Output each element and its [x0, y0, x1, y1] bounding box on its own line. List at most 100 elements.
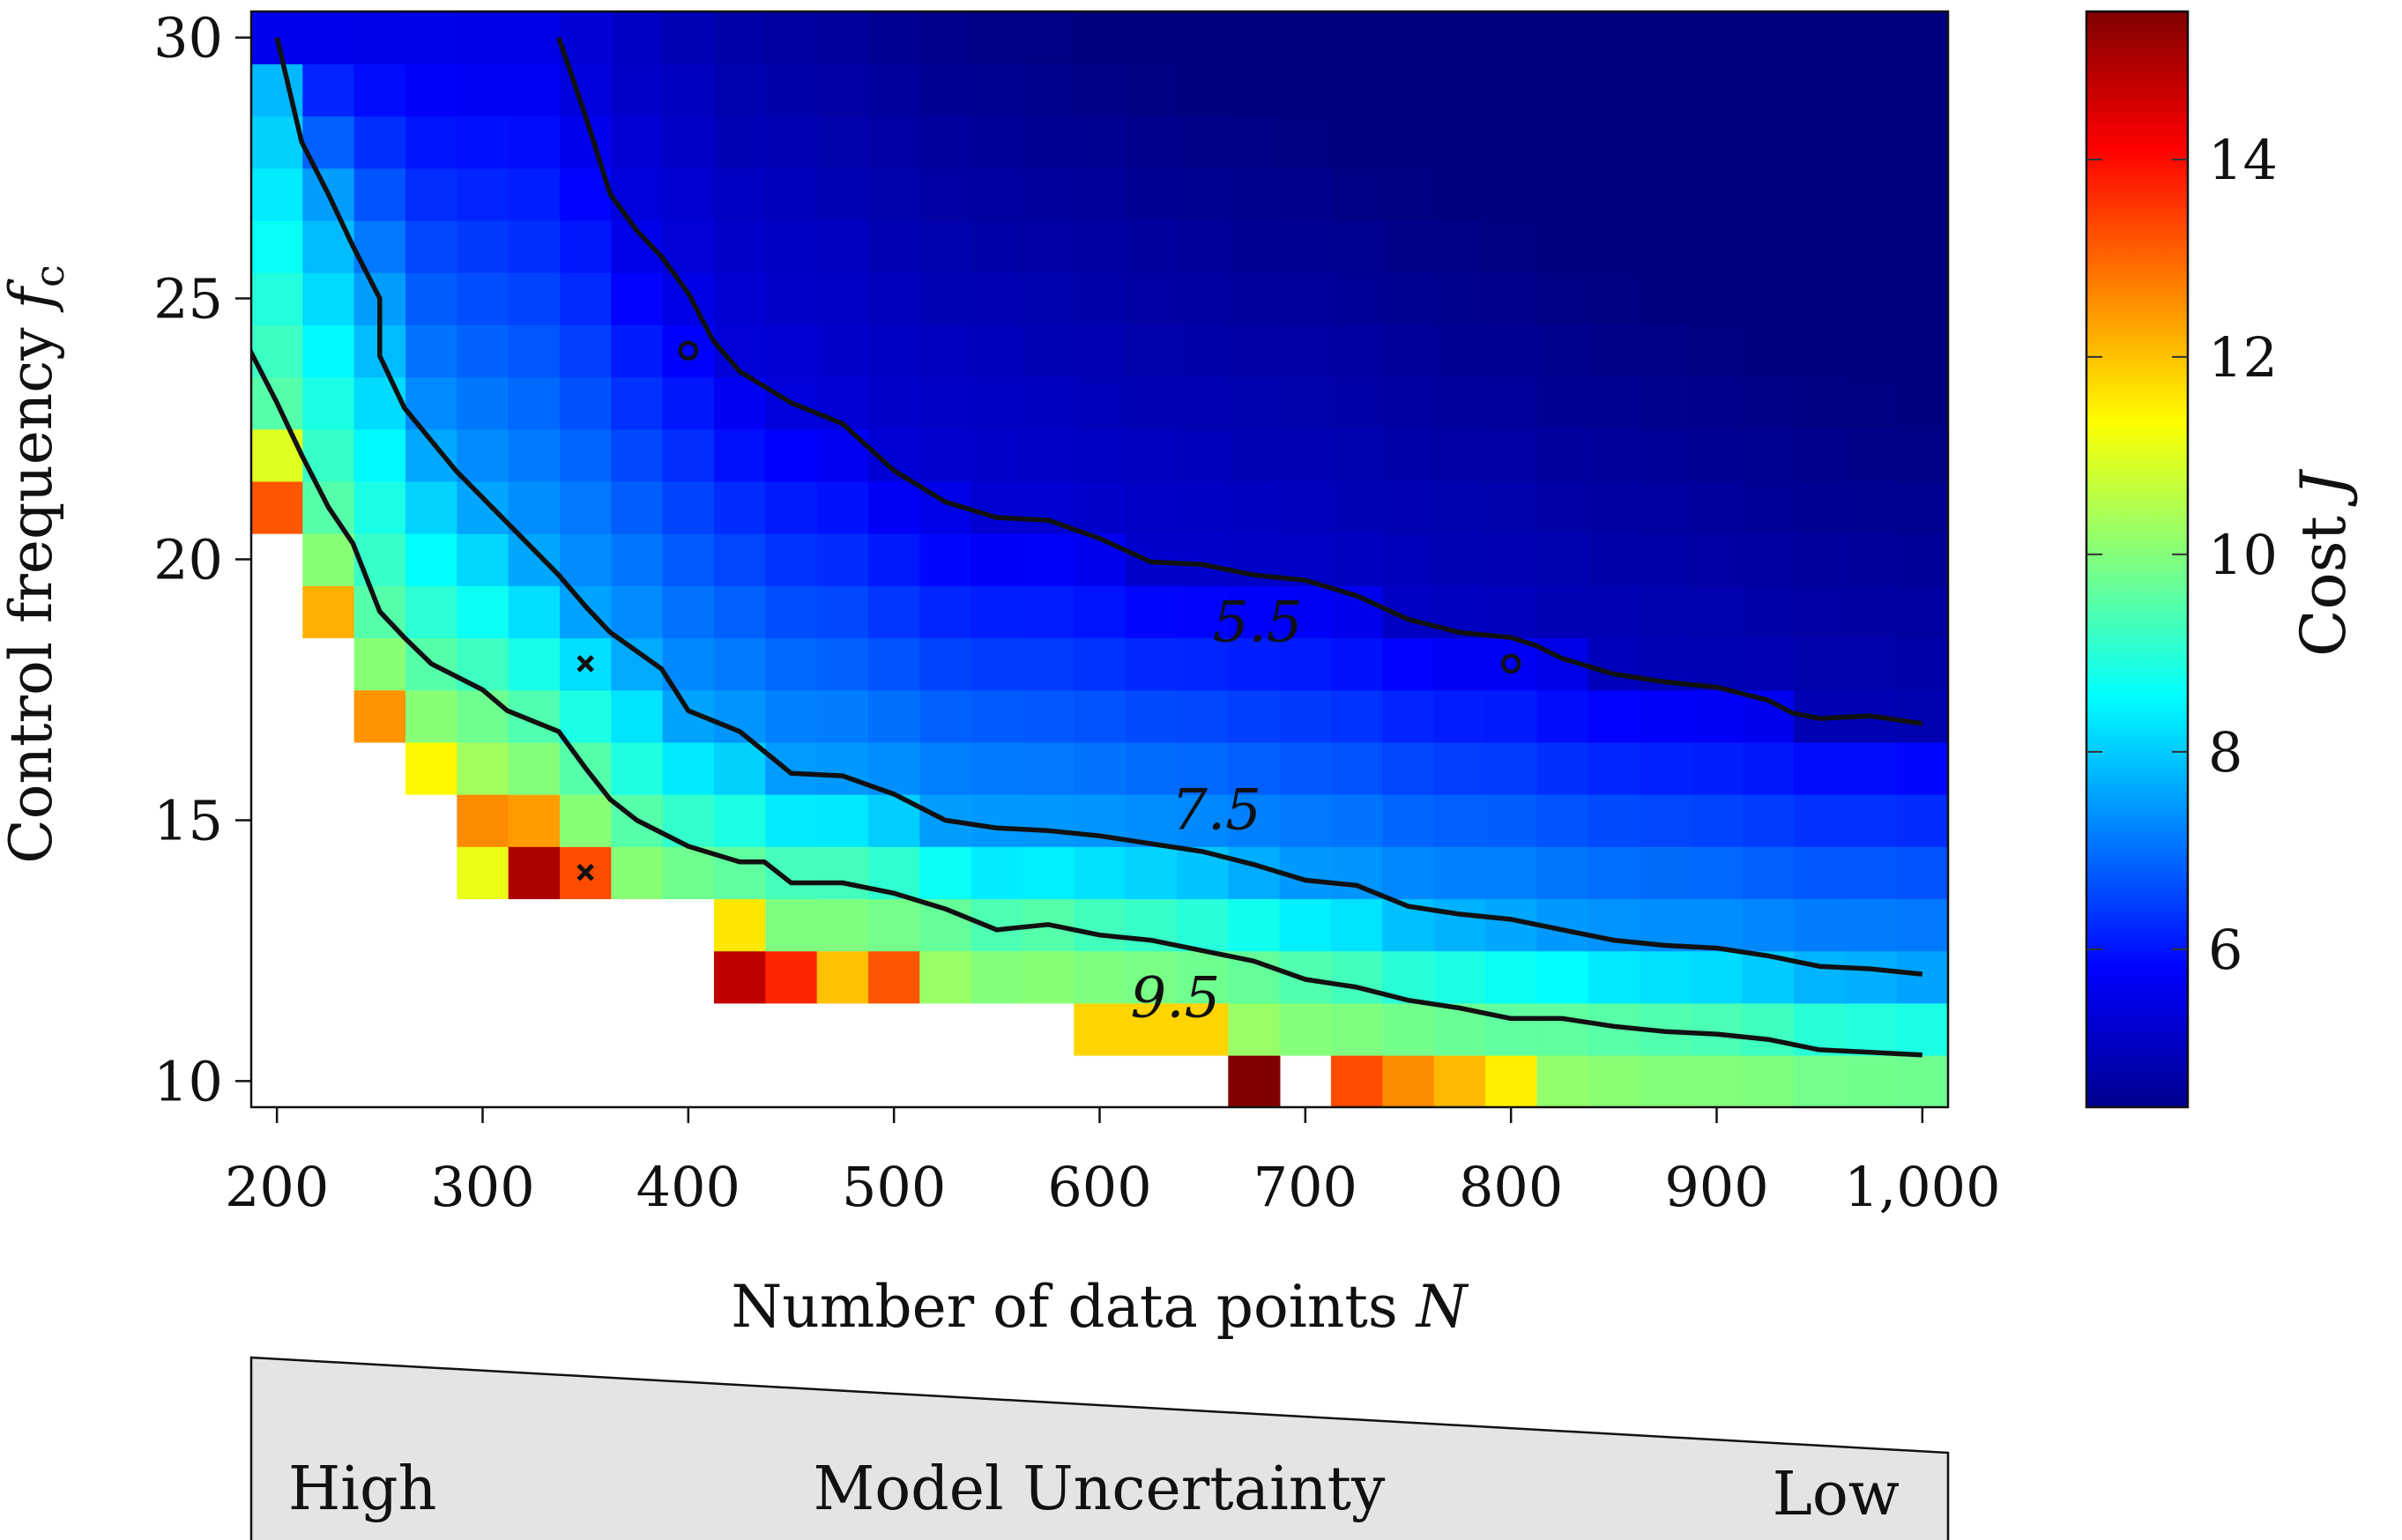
heatmap-cell — [1228, 637, 1281, 691]
heatmap-cell — [662, 376, 715, 430]
heatmap-cell — [1588, 324, 1640, 378]
heatmap-cell — [1433, 115, 1486, 169]
heatmap-cell — [1074, 428, 1127, 482]
heatmap-cell — [405, 585, 458, 639]
heatmap-cell — [1588, 689, 1640, 743]
heatmap-cell — [1896, 324, 1948, 378]
heatmap-cell — [970, 63, 1023, 117]
heatmap-cell — [302, 532, 355, 586]
heatmap-cell — [1640, 585, 1692, 639]
heatmap-cell — [765, 793, 818, 847]
heatmap-cell — [816, 689, 869, 743]
heatmap-cell — [816, 167, 869, 221]
wedge-left-label: High — [288, 1454, 436, 1524]
heatmap-cell — [1279, 324, 1332, 378]
heatmap-cell — [1125, 11, 1178, 64]
heatmap-cell — [560, 585, 613, 639]
heatmap-cell — [508, 532, 561, 586]
heatmap-cell — [919, 272, 972, 325]
heatmap-cell — [868, 219, 921, 273]
heatmap-cell — [816, 950, 869, 1004]
heatmap-cell — [1177, 167, 1230, 221]
heatmap-cell — [1382, 272, 1435, 325]
heatmap-cell — [765, 324, 818, 378]
heatmap-cell — [1279, 585, 1332, 639]
heatmap-cell — [1228, 272, 1281, 325]
heatmap-cell — [1331, 376, 1384, 430]
heatmap-cell — [1331, 272, 1384, 325]
wedge-center-label: Model Uncertainty — [814, 1454, 1386, 1524]
heatmap-cell — [1742, 898, 1795, 952]
heatmap-cell — [1382, 115, 1435, 169]
heatmap-cell — [457, 376, 509, 430]
heatmap-cell — [1125, 689, 1178, 743]
heatmap-cell — [919, 637, 972, 691]
y-tick-label: 25 — [153, 267, 223, 331]
heatmap-cell — [1433, 637, 1486, 691]
heatmap-cell — [1794, 11, 1847, 64]
heatmap-cell — [1742, 637, 1795, 691]
heatmap-cell — [611, 846, 664, 900]
heatmap-cell — [1023, 741, 1075, 795]
heatmap-cell — [508, 585, 561, 639]
heatmap-cell — [765, 689, 818, 743]
heatmap-cell — [611, 115, 664, 169]
heatmap-cell — [1588, 115, 1640, 169]
heatmap-cell — [1588, 480, 1640, 534]
heatmap-cell — [765, 950, 818, 1004]
heatmap-cell — [1742, 63, 1795, 117]
contour-line — [251, 349, 1922, 1058]
heatmap-cell — [508, 324, 561, 378]
heatmap-cell — [1382, 846, 1435, 900]
heatmap-cell — [508, 428, 561, 482]
heatmap-cell — [1691, 167, 1744, 221]
heatmap-cell — [1896, 585, 1948, 639]
heatmap-cell — [816, 846, 869, 900]
heatmap-cell — [302, 376, 355, 430]
heatmap-cell — [508, 272, 561, 325]
heatmap-cell — [1177, 480, 1230, 534]
heatmap-cell — [1485, 637, 1538, 691]
colorbar-ticks: 6 8 10 12 14 — [2086, 128, 2278, 982]
heatmap-cell — [662, 219, 715, 273]
heatmap-cell — [1588, 950, 1640, 1004]
heatmap-cell — [662, 741, 715, 795]
y-tick-label: 20 — [153, 528, 223, 592]
heatmap-cell — [611, 167, 664, 221]
heatmap-cell — [1433, 167, 1486, 221]
heatmap-cell — [1125, 376, 1178, 430]
heatmap-cell — [1536, 63, 1589, 117]
heatmap-cell — [1845, 637, 1898, 691]
heatmap-cell — [919, 689, 972, 743]
wedge-right-label: Low — [1773, 1460, 1900, 1529]
circle-marker — [678, 340, 699, 361]
heatmap-cell — [919, 898, 972, 952]
heatmap-cell — [970, 272, 1023, 325]
heatmap-cell — [868, 585, 921, 639]
heatmap-cell — [1382, 1054, 1435, 1107]
heatmap-cell — [1331, 324, 1384, 378]
heatmap-cell — [457, 272, 509, 325]
heatmap-cell — [1125, 846, 1178, 900]
heatmap-cell — [1691, 376, 1744, 430]
heatmap-cell — [1742, 1002, 1795, 1056]
heatmap-cell — [714, 532, 767, 586]
heatmap-cell — [1331, 741, 1384, 795]
heatmap-cell — [919, 585, 972, 639]
heatmap-cell — [1023, 272, 1075, 325]
heatmap-cell — [765, 585, 818, 639]
heatmap-cell — [1228, 11, 1281, 64]
heatmap-cell — [1228, 585, 1281, 639]
heatmap-cell — [1845, 115, 1898, 169]
heatmap-cell — [1485, 950, 1538, 1004]
heatmap-cell — [714, 480, 767, 534]
heatmap-cell — [662, 532, 715, 586]
heatmap-cell — [765, 532, 818, 586]
heatmap-cell — [816, 115, 869, 169]
x-axis-title: Number of data points N — [732, 1273, 1469, 1341]
y-tick-label: 30 — [153, 6, 223, 71]
heatmap-cell — [457, 115, 509, 169]
heatmap-cell — [970, 532, 1023, 586]
heatmap-cell — [662, 324, 715, 378]
heatmap-cell — [1228, 63, 1281, 117]
